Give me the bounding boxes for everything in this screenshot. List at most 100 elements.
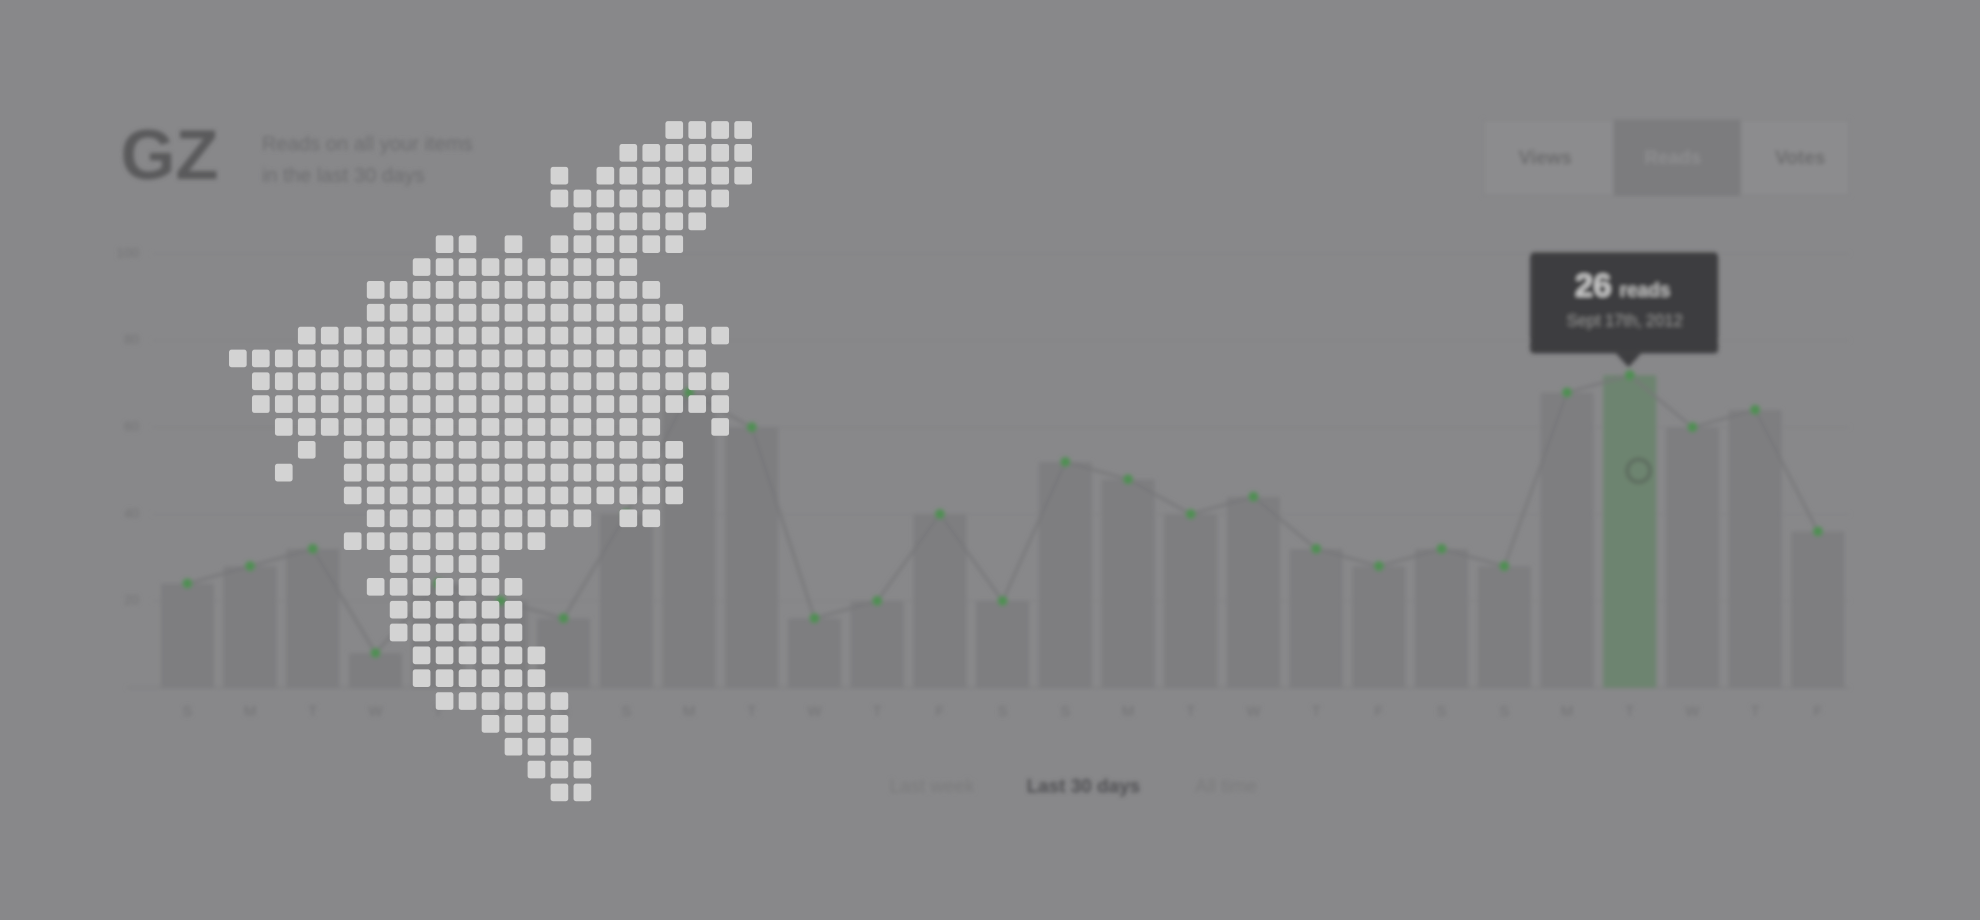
bar[interactable]	[286, 548, 340, 688]
loader-square	[734, 166, 752, 185]
loader-square	[389, 532, 408, 550]
loader-square	[504, 486, 523, 505]
tab[interactable]: Views	[1519, 148, 1572, 169]
tooltip-date: Sept 17th, 2012	[1567, 312, 1683, 330]
loader-square	[573, 349, 592, 368]
bar[interactable]	[1665, 427, 1719, 688]
loader-square	[688, 143, 707, 162]
range-option[interactable]: All time	[1195, 776, 1257, 797]
bar[interactable]	[1352, 566, 1406, 688]
loader-square	[481, 303, 500, 322]
cursor	[1625, 457, 1652, 484]
loader-square	[366, 577, 385, 596]
bar[interactable]	[1540, 392, 1594, 688]
bar[interactable]	[976, 600, 1030, 688]
bar[interactable]	[1791, 531, 1845, 688]
bar[interactable]	[1101, 479, 1155, 688]
loader-square	[297, 349, 316, 368]
loader-square	[573, 258, 592, 276]
loader-square	[573, 418, 592, 436]
x-tick-label: T	[747, 703, 756, 720]
loader-square	[481, 715, 500, 733]
bar[interactable]	[725, 427, 779, 688]
loader-square	[619, 281, 638, 299]
data-point	[1373, 561, 1384, 572]
x-tick-label: S	[621, 703, 631, 720]
loader-square	[366, 372, 385, 391]
loader-square	[550, 189, 569, 208]
bar[interactable]	[537, 618, 591, 688]
loader-square	[642, 143, 661, 162]
bar[interactable]	[1603, 375, 1657, 688]
loader-square	[458, 555, 477, 573]
loader-square	[504, 509, 523, 528]
loader-square	[619, 395, 638, 413]
bar[interactable]	[1164, 514, 1218, 688]
tab[interactable]: Votes	[1775, 148, 1825, 169]
loader-square	[435, 509, 454, 528]
loader-square	[573, 760, 592, 779]
bar[interactable]	[1728, 409, 1782, 688]
loader-square	[573, 509, 592, 528]
loader-square	[435, 669, 454, 688]
loader-square	[481, 486, 500, 505]
loader-square	[711, 395, 730, 413]
range-option[interactable]: Last week	[889, 776, 975, 797]
loader-square	[596, 395, 615, 413]
data-point	[1812, 526, 1823, 537]
loader-square	[366, 395, 385, 413]
bar[interactable]	[662, 392, 716, 688]
range-selector: Last week Last 30 days All time	[889, 776, 1257, 797]
loader-square	[458, 372, 477, 391]
loader-square	[596, 235, 615, 254]
loader-square	[481, 326, 500, 345]
tooltip: 26 reads Sept 17th, 2012	[1530, 252, 1719, 368]
loader-square	[665, 303, 684, 322]
y-tick-label: 100	[116, 244, 139, 260]
loader-square	[435, 623, 454, 642]
loader-square	[550, 692, 569, 710]
bar[interactable]	[1289, 548, 1343, 688]
x-tick-label: W	[807, 703, 822, 720]
loader-square	[412, 258, 431, 276]
loader-square	[389, 281, 408, 299]
loader-square	[550, 349, 569, 368]
loader-square	[481, 440, 500, 459]
loader-square	[527, 326, 546, 345]
bar[interactable]	[787, 618, 841, 688]
tab[interactable]: Reads	[1644, 148, 1701, 169]
data-point	[1122, 474, 1134, 485]
loader-square	[573, 235, 592, 254]
loader-square	[297, 418, 316, 436]
loader-square	[389, 326, 408, 345]
bar[interactable]	[1038, 462, 1092, 688]
bar[interactable]	[223, 566, 277, 688]
loader-square	[389, 577, 408, 596]
bar[interactable]	[913, 514, 967, 688]
loader-square	[665, 440, 684, 459]
loader-square	[504, 623, 523, 642]
bar[interactable]	[1226, 496, 1280, 688]
loader-square	[412, 509, 431, 528]
loader-square	[481, 372, 500, 391]
loader-square	[504, 349, 523, 368]
bar[interactable]	[599, 514, 653, 688]
bar[interactable]	[1477, 566, 1531, 688]
range-option[interactable]: Last 30 days	[1027, 776, 1141, 797]
data-point	[997, 595, 1008, 607]
loader-square	[389, 623, 408, 642]
bar[interactable]	[160, 583, 214, 688]
data-point	[558, 613, 569, 624]
loader-square	[550, 715, 569, 733]
loader-square	[412, 440, 431, 459]
bar[interactable]	[850, 600, 904, 688]
loader-square	[619, 258, 638, 276]
loader-square	[366, 281, 385, 299]
bar[interactable]	[1415, 548, 1469, 688]
loader-square	[573, 486, 592, 505]
loader-square	[550, 737, 569, 756]
loader-square	[504, 440, 523, 459]
bar[interactable]	[348, 653, 403, 688]
loader-square	[297, 395, 316, 413]
